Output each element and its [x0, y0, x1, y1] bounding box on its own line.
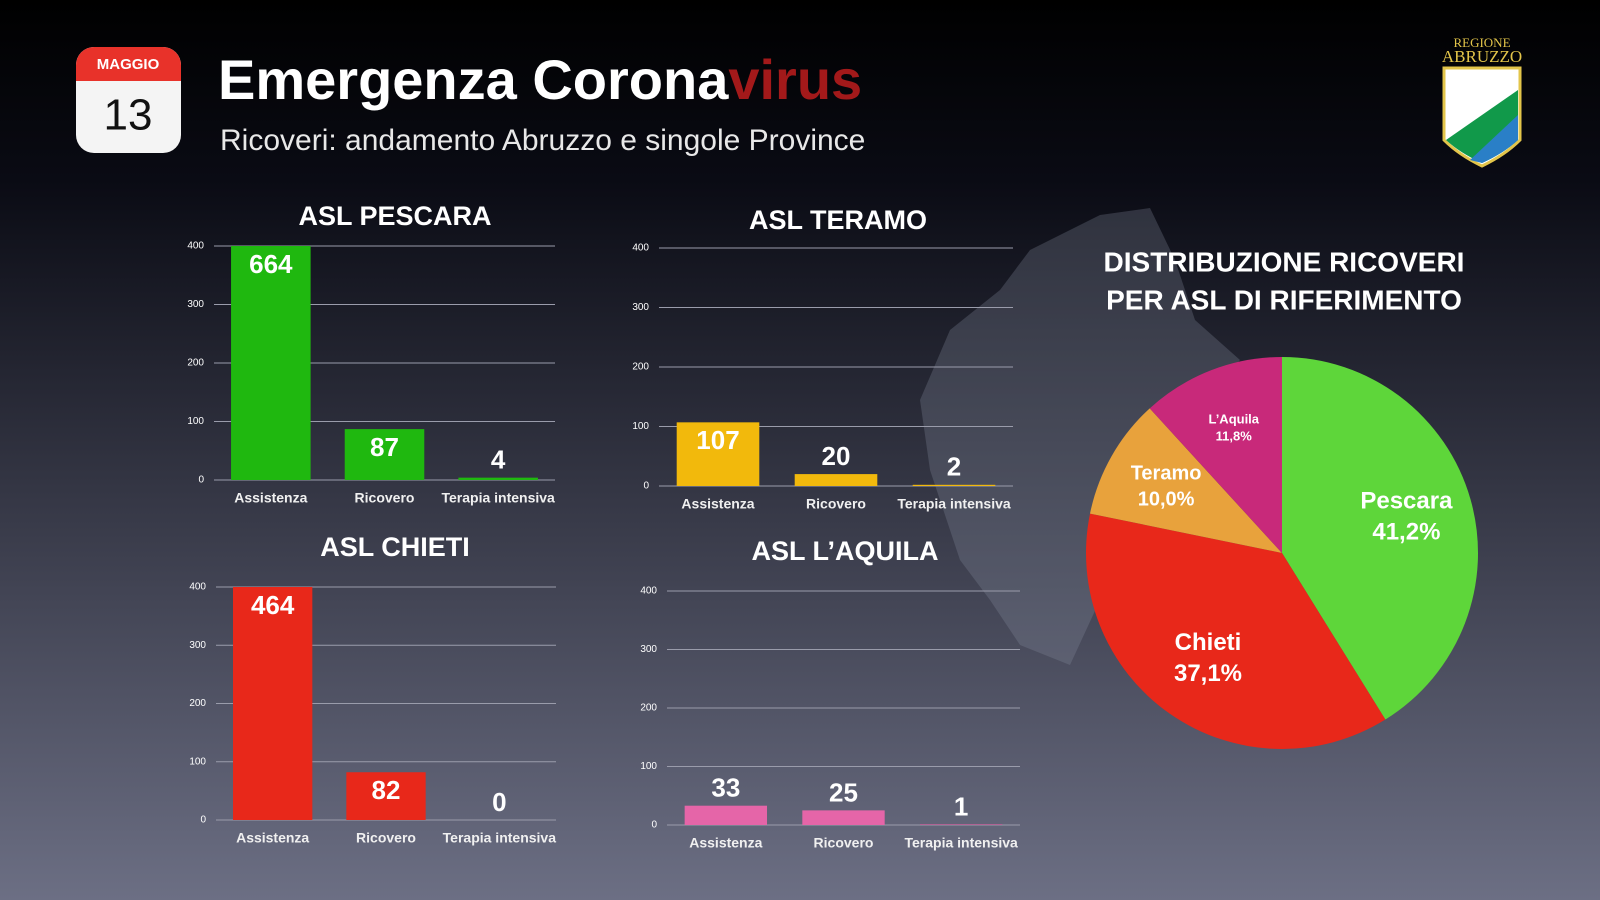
bar	[346, 772, 426, 820]
bar	[802, 810, 885, 825]
slice-value: 10,0%	[1138, 488, 1195, 510]
y-tick-label: 400	[632, 243, 649, 254]
value-label: 2	[947, 452, 961, 482]
chart-title: ASL L’AQUILA	[751, 536, 938, 566]
chart-title: ASL PESCARA	[298, 201, 491, 231]
x-tick-label: Terapia intensiva	[897, 496, 1011, 512]
y-tick-label: 300	[189, 640, 206, 651]
value-label: 464	[251, 590, 295, 620]
bar	[233, 587, 313, 820]
bar	[231, 246, 311, 480]
pie-slice	[1090, 408, 1282, 553]
y-tick-label: 0	[643, 481, 649, 492]
value-label: 1	[954, 791, 968, 821]
title-accent: virus	[728, 48, 862, 111]
bar	[458, 477, 538, 480]
pie-slice	[1282, 357, 1478, 720]
value-label: 4	[491, 445, 506, 475]
bar	[676, 422, 760, 486]
slice-label: Teramo	[1131, 462, 1202, 484]
title: Emergenza Coronavirus	[218, 48, 862, 111]
y-tick-label: 400	[189, 582, 206, 593]
value-label: 107	[696, 425, 739, 455]
logo: REGIONE ABRUZZO	[1442, 35, 1522, 168]
calendar-day: 13	[104, 91, 153, 140]
value-label: 87	[370, 432, 399, 462]
y-tick-label: 200	[187, 358, 204, 369]
x-tick-label: Terapia intensiva	[443, 830, 557, 846]
y-tick-label: 300	[187, 299, 204, 310]
bar	[912, 484, 996, 486]
chart-title: PER ASL DI RIFERIMENTO	[1106, 284, 1462, 315]
x-tick-label: Ricovero	[356, 830, 416, 846]
chart-title: ASL CHIETI	[320, 532, 470, 562]
x-tick-label: Ricovero	[355, 490, 415, 506]
calendar-month: MAGGIO	[97, 56, 160, 73]
chart-title: DISTRIBUZIONE RICOVERI	[1104, 246, 1465, 277]
y-tick-label: 300	[632, 302, 649, 313]
logo-top: REGIONE	[1453, 35, 1510, 50]
x-tick-label: Assistenza	[681, 496, 754, 512]
pie-slice	[1086, 513, 1386, 749]
slice-label: Pescara	[1360, 487, 1453, 514]
x-tick-label: Assistenza	[236, 830, 309, 846]
y-tick-label: 0	[200, 815, 206, 826]
bar	[684, 805, 768, 825]
calendar-icon: MAGGIO 13	[76, 47, 181, 153]
y-tick-label: 200	[632, 362, 649, 373]
x-tick-label: Assistenza	[234, 490, 307, 506]
y-tick-label: 300	[640, 644, 657, 655]
pie-slice	[1149, 357, 1282, 553]
value-label: 33	[711, 773, 740, 803]
y-tick-label: 400	[187, 241, 204, 252]
title-main: Emergenza Corona	[218, 48, 729, 111]
slice-value: 11,8%	[1216, 429, 1253, 444]
x-tick-label: Assistenza	[689, 835, 762, 851]
bar	[344, 429, 425, 480]
y-tick-label: 100	[189, 756, 206, 767]
value-label: 0	[492, 787, 506, 817]
x-tick-label: Ricovero	[806, 496, 866, 512]
y-tick-label: 0	[651, 820, 657, 831]
y-tick-label: 100	[632, 421, 649, 432]
value-label: 664	[249, 249, 293, 279]
y-tick-label: 200	[189, 698, 206, 709]
value-label: 82	[372, 775, 401, 805]
region-map	[920, 208, 1240, 665]
value-label: 25	[829, 777, 858, 807]
logo-bottom: ABRUZZO	[1442, 47, 1522, 66]
chart-title: ASL TERAMO	[749, 205, 927, 235]
bar	[794, 474, 878, 486]
y-tick-label: 100	[187, 416, 204, 427]
y-tick-label: 200	[640, 703, 657, 714]
subtitle: Ricoveri: andamento Abruzzo e singole Pr…	[220, 124, 865, 157]
x-tick-label: Ricovero	[814, 835, 874, 851]
y-tick-label: 400	[640, 586, 657, 597]
x-tick-label: Terapia intensiva	[441, 490, 555, 506]
slice-label: L’Aquila	[1208, 412, 1259, 427]
x-tick-label: Terapia intensiva	[904, 835, 1018, 851]
y-tick-label: 100	[640, 761, 657, 772]
slice-value: 41,2%	[1372, 518, 1440, 545]
slice-label: Chieti	[1175, 629, 1242, 656]
y-tick-label: 0	[198, 475, 204, 486]
slice-value: 37,1%	[1174, 660, 1242, 687]
bar	[919, 824, 1003, 825]
value-label: 20	[822, 441, 851, 471]
